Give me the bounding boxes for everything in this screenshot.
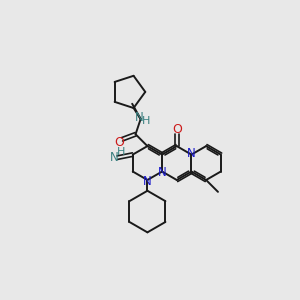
Text: N: N (143, 175, 152, 188)
Text: N: N (187, 147, 196, 160)
Text: N: N (158, 166, 167, 179)
Text: H: H (142, 116, 150, 125)
Text: N: N (110, 151, 119, 164)
Text: O: O (172, 123, 182, 136)
Text: H: H (117, 147, 125, 157)
Text: O: O (114, 136, 124, 149)
Text: N: N (135, 111, 143, 124)
